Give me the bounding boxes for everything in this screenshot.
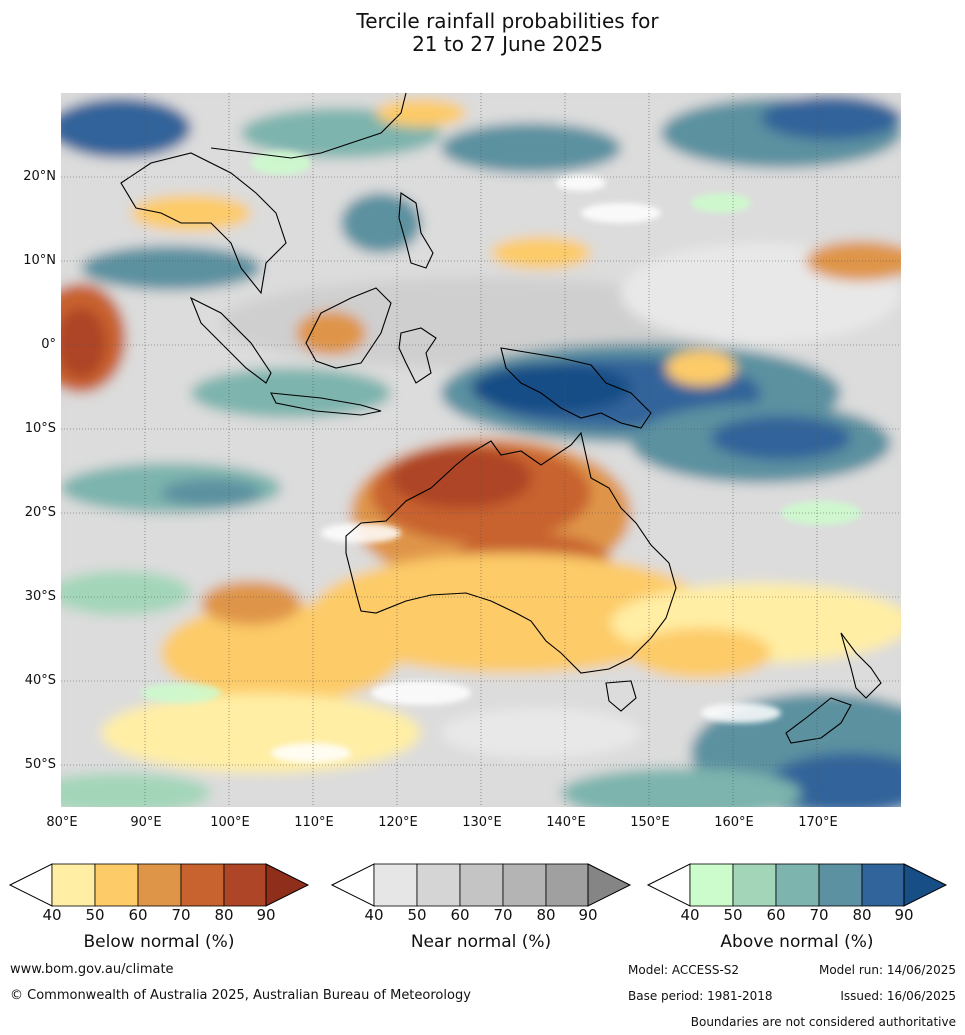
footer-disclaimer: Boundaries are not considered authoritat… — [690, 1015, 956, 1029]
lat-label-20n: 20°N — [23, 169, 56, 184]
colorbar-1-swatch-4 — [545, 863, 589, 907]
australia-coast — [345, 431, 677, 674]
footer-copyright: © Commonwealth of Australia 2025, Austra… — [10, 988, 471, 1003]
china-coast — [210, 93, 407, 159]
tick-near-50: 50 — [407, 906, 427, 924]
tick-above-80: 80 — [852, 906, 872, 924]
tick-above-50: 50 — [723, 906, 743, 924]
lat-label-30s: 30°S — [24, 589, 56, 604]
borneo-coast — [305, 287, 392, 369]
lat-label-10s: 10°S — [24, 421, 56, 436]
lat-label-40s: 40°S — [24, 673, 56, 688]
colorbar-0-swatch-2 — [137, 863, 182, 907]
tick-below-80: 80 — [214, 906, 234, 924]
tick-above-90: 90 — [894, 906, 914, 924]
lon-label-170e: 170°E — [798, 815, 838, 830]
lon-label-150e: 150°E — [630, 815, 670, 830]
colorbar-2-swatch-4 — [861, 863, 905, 907]
tick-below-40: 40 — [42, 906, 62, 924]
graticule — [61, 93, 901, 807]
colorbar-2-swatch-5 — [903, 863, 948, 907]
title-line-1: Tercile rainfall probabilities for — [356, 9, 659, 33]
sumatra-coast — [189, 296, 272, 384]
title-line-2: 21 to 27 June 2025 — [412, 32, 603, 56]
colorbar-above-normal — [646, 862, 948, 908]
lat-label-10n: 10°N — [23, 253, 56, 268]
tick-near-70: 70 — [493, 906, 513, 924]
tick-below-50: 50 — [85, 906, 105, 924]
probability-map — [61, 93, 901, 807]
colorbar-1-swatch-3 — [502, 863, 547, 907]
lon-label-140e: 140°E — [546, 815, 586, 830]
footer-issued: Issued: 16/06/2025 — [840, 989, 956, 1003]
lon-label-100e: 100°E — [210, 815, 250, 830]
colorbar-near-normal — [330, 862, 632, 908]
tick-near-90: 90 — [578, 906, 598, 924]
tick-below-60: 60 — [128, 906, 148, 924]
sulawesi-coast — [398, 327, 437, 384]
probability-speckle — [141, 151, 861, 763]
tick-near-60: 60 — [450, 906, 470, 924]
lat-label-50s: 50°S — [24, 757, 56, 772]
map-svg — [61, 93, 901, 807]
colorbar-2-swatch-0 — [689, 863, 734, 907]
lon-label-90e: 90°E — [130, 815, 162, 830]
tick-below-70: 70 — [171, 906, 191, 924]
colorbar-label-below: Below normal (%) — [83, 932, 235, 952]
lat-label-0: 0° — [41, 337, 56, 352]
indochina-coast — [120, 152, 287, 295]
colorbar-below-svg — [8, 863, 310, 907]
colorbar-label-near: Near normal (%) — [410, 932, 552, 952]
colorbar-0-swatch-1 — [94, 863, 139, 907]
colorbar-0-swatch-3 — [180, 863, 225, 907]
tasmania-coast — [605, 680, 637, 712]
tick-above-60: 60 — [766, 906, 786, 924]
colorbar-near-svg — [330, 863, 632, 907]
tick-near-40: 40 — [364, 906, 384, 924]
colorbar-label-above: Above normal (%) — [720, 932, 874, 952]
colorbar-above-svg — [646, 863, 948, 907]
new-zealand-south — [785, 697, 852, 744]
footer-model: Model: ACCESS-S2 — [628, 963, 740, 977]
lon-label-120e: 120°E — [378, 815, 418, 830]
lon-label-110e: 110°E — [294, 815, 334, 830]
colorbar-2-swatch-2 — [775, 863, 820, 907]
tick-above-40: 40 — [680, 906, 700, 924]
new-zealand-north — [840, 632, 882, 699]
footer-model-run: Model run: 14/06/2025 — [818, 963, 956, 977]
lon-label-160e: 160°E — [714, 815, 754, 830]
lon-label-130e: 130°E — [462, 815, 502, 830]
tick-above-70: 70 — [809, 906, 829, 924]
colorbar-2-swatch-1 — [732, 863, 777, 907]
colorbar-1-swatch-0 — [373, 863, 418, 907]
philippines-coast — [398, 192, 434, 269]
footer-base-period: Base period: 1981-2018 — [628, 989, 773, 1003]
colorbar-1-swatch-2 — [459, 863, 504, 907]
lon-label-80e: 80°E — [46, 815, 78, 830]
tick-below-90: 90 — [256, 906, 276, 924]
colorbar-1-swatch-5 — [587, 863, 632, 907]
colorbar-below-normal — [8, 862, 310, 908]
colorbar-0-swatch-4 — [223, 863, 267, 907]
colorbar-0-swatch-0 — [51, 863, 96, 907]
lat-label-20s: 20°S — [24, 505, 56, 520]
coastlines — [120, 93, 882, 744]
chart-title: Tercile rainfall probabilities for 21 to… — [0, 10, 965, 56]
java-coast — [270, 392, 382, 416]
footer-website: www.bom.gov.au/climate — [10, 962, 174, 977]
colorbar-0-swatch-5 — [265, 863, 310, 907]
png-coast — [500, 347, 652, 429]
colorbar-2-swatch-3 — [818, 863, 863, 907]
tick-near-80: 80 — [536, 906, 556, 924]
colorbar-1-swatch-1 — [416, 863, 461, 907]
